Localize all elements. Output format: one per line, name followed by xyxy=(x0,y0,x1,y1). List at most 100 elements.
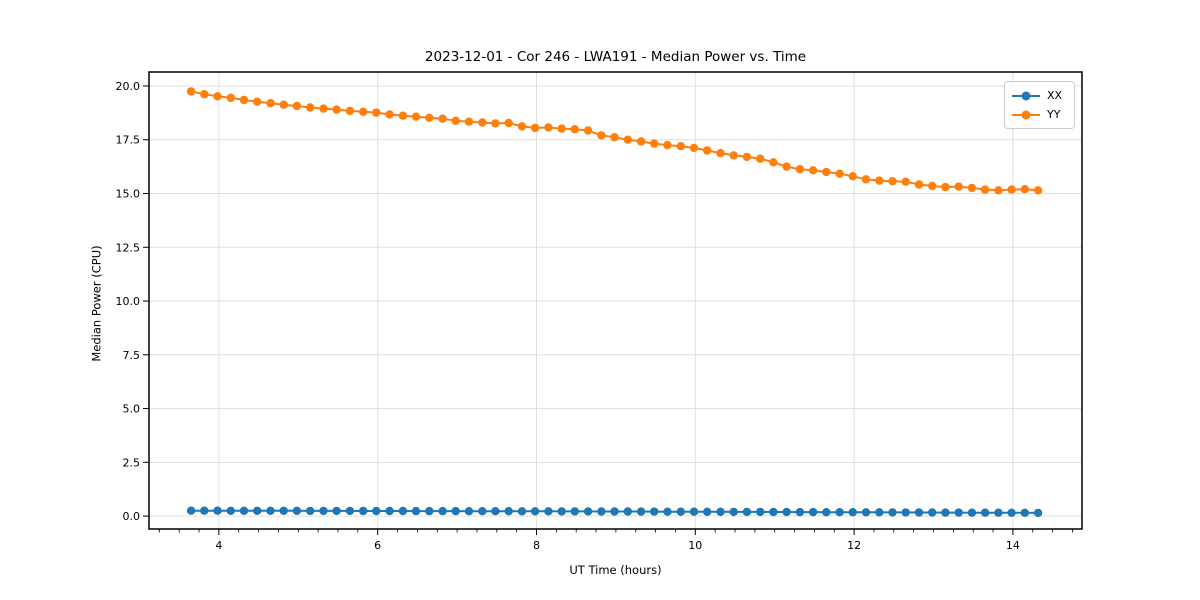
data-point-xx xyxy=(1033,508,1043,518)
data-point-xx xyxy=(689,507,699,516)
data-point-xx xyxy=(451,506,460,516)
y-tick-label: 12.5 xyxy=(116,241,141,254)
data-point-xx xyxy=(464,507,474,516)
data-point-xx xyxy=(425,506,434,516)
y-tick-label: 17.5 xyxy=(116,134,141,147)
data-point-yy xyxy=(372,108,381,117)
data-point-xx xyxy=(716,507,725,516)
legend-entry-xx: XX xyxy=(1012,86,1074,105)
data-point-yy xyxy=(253,97,262,106)
data-point-yy xyxy=(385,110,394,119)
data-point-xx xyxy=(491,507,500,516)
data-point-xx xyxy=(292,506,302,515)
legend-entry-yy: YY xyxy=(1012,105,1074,124)
x-axis-label: UT Time (hours) xyxy=(569,563,662,577)
data-point-yy xyxy=(610,133,619,142)
data-point-xx xyxy=(729,507,738,517)
data-point-xx xyxy=(795,507,805,517)
data-point-xx xyxy=(901,508,910,517)
data-point-yy xyxy=(1020,185,1029,194)
data-point-yy xyxy=(650,139,659,148)
data-point-xx xyxy=(954,508,963,517)
data-point-yy xyxy=(756,154,765,163)
data-point-yy xyxy=(742,152,752,162)
data-point-xx xyxy=(769,507,778,517)
data-point-xx xyxy=(941,508,950,517)
data-point-xx xyxy=(663,507,672,516)
data-point-xx xyxy=(372,506,381,516)
data-point-yy xyxy=(213,92,222,101)
data-point-yy xyxy=(676,142,685,151)
data-point-xx xyxy=(359,506,368,516)
data-point-yy xyxy=(530,123,540,133)
data-point-yy xyxy=(848,172,857,181)
data-point-yy xyxy=(914,180,924,189)
data-point-yy xyxy=(636,137,646,146)
data-point-xx xyxy=(928,508,937,517)
data-point-yy xyxy=(597,131,606,140)
data-point-xx xyxy=(253,506,262,515)
data-point-xx xyxy=(570,507,579,516)
data-point-yy xyxy=(266,99,275,108)
data-point-xx xyxy=(676,507,685,516)
data-point-yy xyxy=(359,107,368,117)
data-point-xx xyxy=(478,507,487,516)
data-point-yy xyxy=(504,118,513,128)
data-point-yy xyxy=(583,126,593,135)
data-point-yy xyxy=(769,158,778,167)
data-point-xx xyxy=(226,506,235,515)
data-point-xx xyxy=(306,506,315,516)
data-point-yy xyxy=(716,148,725,158)
x-tick-label: 10 xyxy=(688,539,702,552)
data-point-yy xyxy=(464,117,474,126)
data-point-xx xyxy=(266,506,275,515)
data-point-xx xyxy=(623,507,632,516)
data-point-xx xyxy=(742,507,752,517)
data-point-yy xyxy=(875,176,884,185)
legend: XX YY xyxy=(1004,81,1075,129)
data-point-yy xyxy=(292,101,302,111)
data-point-xx xyxy=(822,508,831,517)
data-point-yy xyxy=(1007,185,1016,194)
data-point-xx xyxy=(861,508,871,517)
data-point-xx xyxy=(504,507,513,516)
x-tick-label: 14 xyxy=(1006,539,1020,552)
data-point-yy xyxy=(782,162,791,171)
data-point-yy xyxy=(1033,186,1043,195)
data-point-yy xyxy=(967,183,977,193)
data-point-yy xyxy=(544,123,553,132)
y-tick-label: 2.5 xyxy=(123,456,141,469)
y-tick-label: 15.0 xyxy=(116,188,141,201)
data-point-yy xyxy=(901,177,910,186)
legend-label-xx: XX xyxy=(1047,89,1063,102)
data-point-yy xyxy=(200,90,209,99)
data-point-yy xyxy=(398,111,408,120)
data-point-xx xyxy=(438,506,447,516)
data-point-yy xyxy=(186,87,196,96)
data-point-xx xyxy=(385,506,394,516)
data-point-xx xyxy=(597,507,606,516)
data-point-yy xyxy=(239,95,249,105)
data-point-yy xyxy=(411,112,421,121)
data-point-xx xyxy=(530,507,540,516)
data-point-yy xyxy=(663,140,672,150)
data-point-xx xyxy=(517,507,527,516)
data-point-yy xyxy=(319,104,328,113)
data-point-xx xyxy=(332,506,341,516)
data-point-xx xyxy=(1007,508,1016,517)
data-point-xx xyxy=(583,507,593,516)
data-point-yy xyxy=(703,146,712,155)
data-point-yy xyxy=(994,186,1003,195)
data-point-yy xyxy=(517,122,527,131)
data-point-yy xyxy=(861,175,871,184)
data-point-xx xyxy=(610,507,619,516)
legend-marker-xx-icon xyxy=(1012,91,1040,100)
data-point-xx xyxy=(848,508,857,517)
data-point-xx xyxy=(650,507,659,516)
legend-marker-yy-icon xyxy=(1012,110,1040,119)
x-tick-label: 4 xyxy=(215,539,222,552)
data-point-xx xyxy=(279,506,288,515)
x-tick-label: 8 xyxy=(533,539,540,552)
data-point-yy xyxy=(425,113,434,123)
